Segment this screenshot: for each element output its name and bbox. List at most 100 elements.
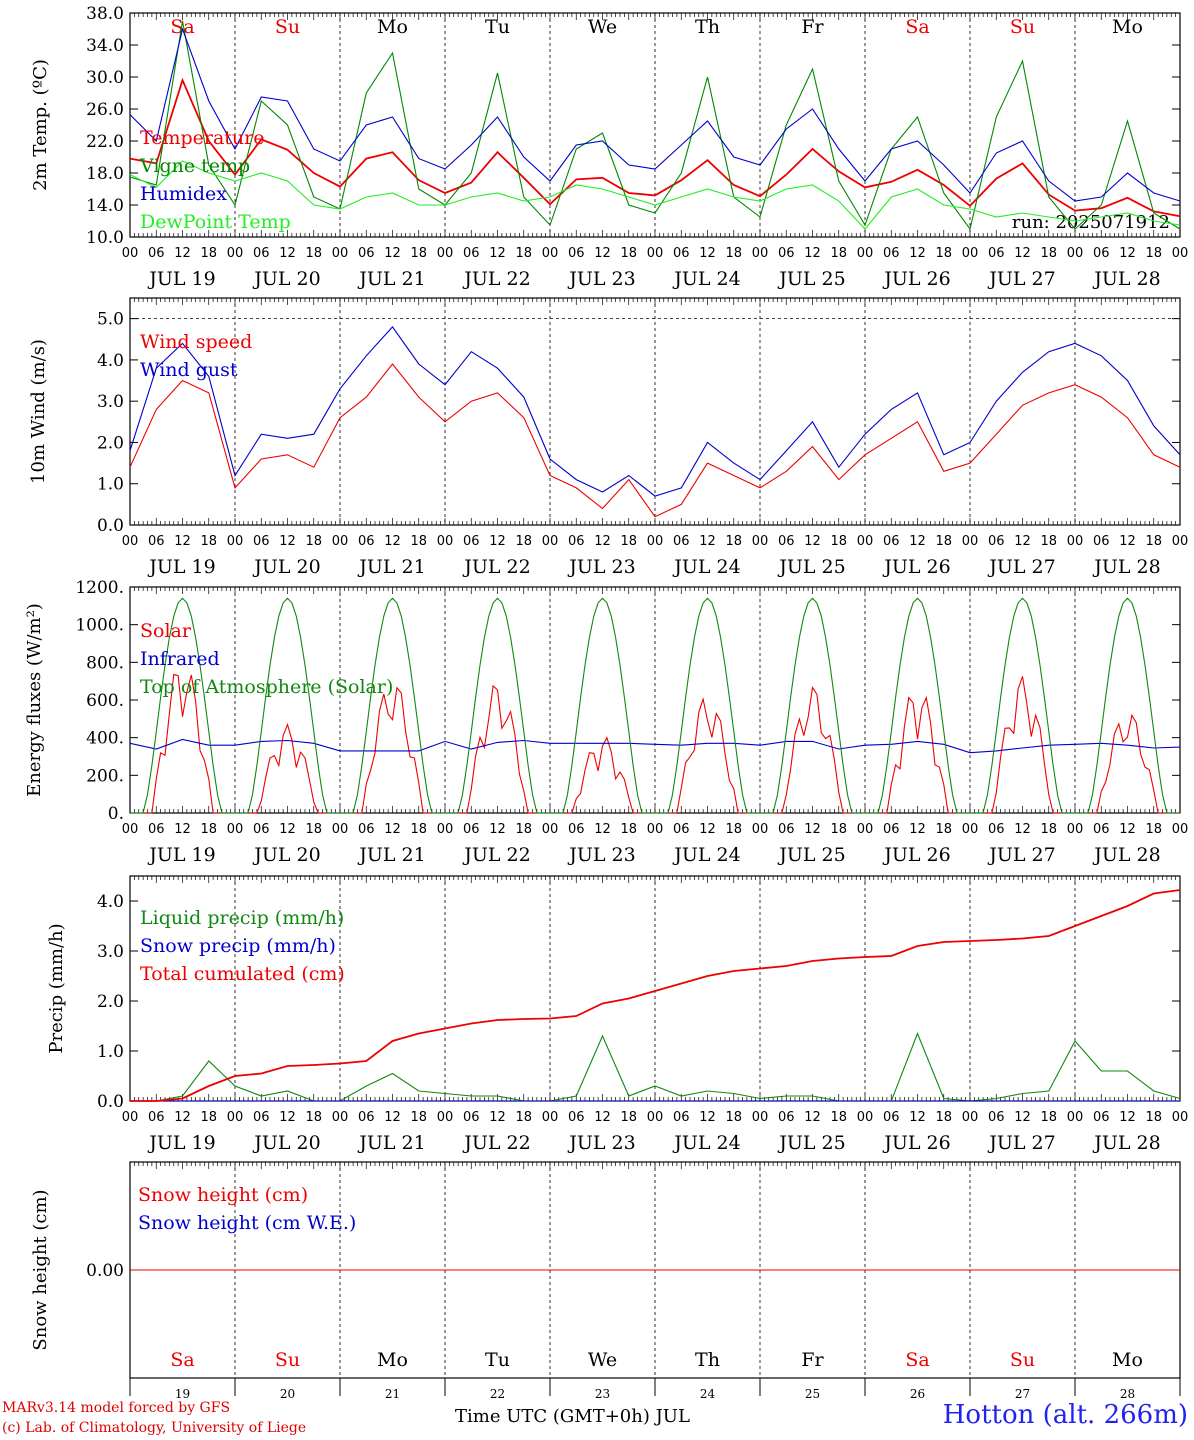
- x-date-label: JUL 23: [567, 1132, 635, 1154]
- x-hour-label: 06: [463, 534, 480, 549]
- series-line: [129, 363, 1181, 518]
- x-hour-label: 12: [909, 1110, 926, 1125]
- x-hour-label: 06: [358, 246, 375, 261]
- x-axis-title: Time UTC (GMT+0h) JUL: [455, 1406, 690, 1427]
- x-hour-label: 00: [437, 534, 454, 549]
- weekday-label: Su: [1010, 16, 1035, 38]
- x-hour-label: 12: [384, 534, 401, 549]
- x-hour-label: 12: [699, 534, 716, 549]
- x-hour-label: 00: [437, 246, 454, 261]
- x-hour-label: 00: [647, 246, 664, 261]
- x-hour-label: 12: [279, 534, 296, 549]
- y-tick-label: 4.0: [97, 892, 124, 912]
- y-tick-label: 0.0: [97, 516, 124, 536]
- x-hour-label: 18: [620, 246, 637, 261]
- x-hour-label: 18: [620, 1110, 637, 1125]
- x-date-label: JUL 26: [882, 1132, 950, 1154]
- x-hour-label: 12: [1014, 1110, 1031, 1125]
- x-hour-label: 12: [489, 246, 506, 261]
- x-date-label: JUL 24: [672, 1132, 740, 1154]
- x-hour-label: 18: [200, 246, 217, 261]
- x-hour-label: 12: [279, 1110, 296, 1125]
- x-hour-label: 00: [122, 1110, 139, 1125]
- day-number-label: 27: [1015, 1387, 1030, 1401]
- x-date-label: JUL 28: [1092, 556, 1160, 578]
- x-hour-label: 12: [699, 246, 716, 261]
- x-hour-label: 18: [410, 534, 427, 549]
- credit-line-1: MARv3.14 model forced by GFS: [2, 1400, 231, 1416]
- x-hour-label: 12: [804, 822, 821, 837]
- x-date-label: JUL 25: [777, 844, 845, 866]
- x-hour-label: 06: [148, 534, 165, 549]
- series-line: [129, 738, 1181, 754]
- x-hour-label: 06: [883, 246, 900, 261]
- legend-entry: Temperature: [140, 127, 264, 149]
- x-hour-label: 18: [200, 534, 217, 549]
- x-hour-label: 00: [857, 534, 874, 549]
- x-hour-label: 00: [647, 1110, 664, 1125]
- x-hour-label: 00: [647, 534, 664, 549]
- x-hour-label: 00: [122, 534, 139, 549]
- x-hour-label: 00: [1067, 1110, 1084, 1125]
- x-hour-label: 06: [883, 1110, 900, 1125]
- legend-entry: Solar: [140, 620, 192, 642]
- x-hour-label: 18: [830, 534, 847, 549]
- x-hour-label: 00: [227, 1110, 244, 1125]
- y-axis-label: Precip (mm/h): [46, 923, 67, 1053]
- x-date-label: JUL 24: [672, 268, 740, 290]
- x-hour-label: 12: [804, 246, 821, 261]
- day-number-label: 25: [805, 1387, 820, 1401]
- day-number-label: 22: [490, 1387, 505, 1401]
- x-hour-label: 06: [988, 534, 1005, 549]
- x-hour-label: 00: [332, 822, 349, 837]
- x-hour-label: 18: [1145, 1110, 1162, 1125]
- x-hour-label: 06: [883, 822, 900, 837]
- x-hour-label: 18: [305, 246, 322, 261]
- x-hour-label: 18: [200, 822, 217, 837]
- y-tick-label: 1.0: [97, 475, 124, 495]
- y-tick-label: 3.0: [97, 942, 124, 962]
- x-hour-label: 06: [148, 822, 165, 837]
- x-hour-label: 00: [1067, 534, 1084, 549]
- y-tick-label: 0.00: [86, 1261, 124, 1281]
- x-hour-label: 18: [830, 822, 847, 837]
- x-hour-label: 00: [857, 822, 874, 837]
- x-hour-label: 12: [909, 822, 926, 837]
- x-hour-label: 06: [778, 534, 795, 549]
- x-date-label: JUL 19: [147, 268, 215, 290]
- x-hour-label: 12: [594, 534, 611, 549]
- day-number-label: 28: [1120, 1387, 1135, 1401]
- x-hour-label: 18: [725, 534, 742, 549]
- x-date-label: JUL 28: [1092, 1132, 1160, 1154]
- x-hour-label: 12: [1014, 822, 1031, 837]
- x-date-label: JUL 19: [147, 1132, 215, 1154]
- x-hour-label: 18: [1145, 246, 1162, 261]
- x-hour-label: 12: [1119, 1110, 1136, 1125]
- x-hour-label: 12: [804, 534, 821, 549]
- x-hour-label: 06: [988, 822, 1005, 837]
- x-hour-label: 00: [962, 534, 979, 549]
- x-date-label: JUL 28: [1092, 268, 1160, 290]
- x-hour-label: 06: [253, 534, 270, 549]
- x-hour-label: 00: [752, 1110, 769, 1125]
- x-hour-label: 12: [489, 534, 506, 549]
- weekday-label: Sa: [170, 16, 194, 38]
- y-tick-label: 22.0: [86, 132, 124, 152]
- x-date-label: JUL 26: [882, 268, 950, 290]
- weekday-label: Fr: [801, 16, 824, 38]
- series-line: [130, 889, 1181, 1102]
- x-hour-label: 00: [1172, 246, 1189, 261]
- x-hour-label: 18: [515, 246, 532, 261]
- x-hour-label: 18: [515, 534, 532, 549]
- x-hour-label: 12: [1119, 246, 1136, 261]
- x-hour-label: 00: [1067, 822, 1084, 837]
- legend-entry: Humidex: [140, 183, 227, 205]
- x-date-label: JUL 25: [777, 268, 845, 290]
- x-date-label: JUL 24: [672, 556, 740, 578]
- x-hour-label: 12: [699, 1110, 716, 1125]
- x-hour-label: 00: [962, 822, 979, 837]
- y-tick-label: 30.0: [86, 68, 124, 88]
- panel-5: 0.00 Snow height (cm) Sa 19 Su 20 Mo 21 Tu 22 We 23…: [30, 1161, 1181, 1401]
- x-date-label: JUL 20: [252, 844, 320, 866]
- x-hour-label: 00: [122, 822, 139, 837]
